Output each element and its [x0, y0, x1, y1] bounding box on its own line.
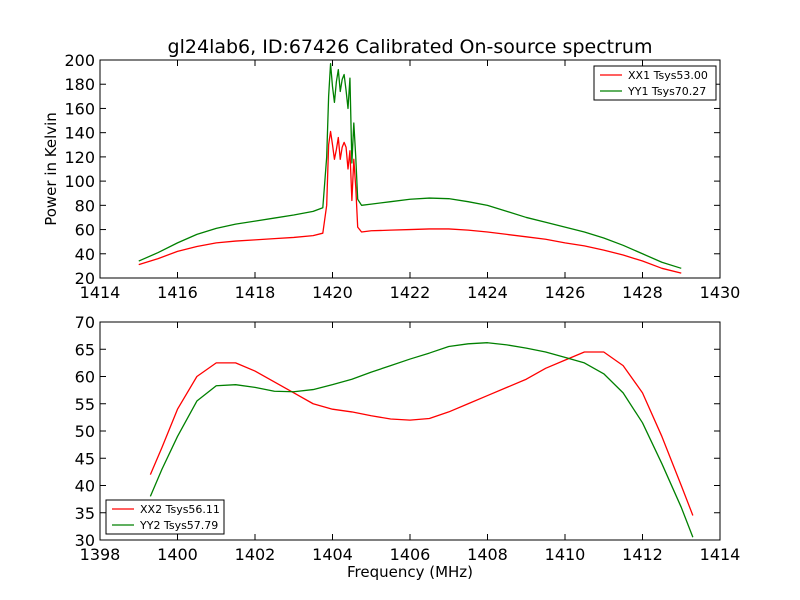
top-y-tick-label: 60 — [75, 221, 95, 240]
bottom-x-tick-label: 1408 — [467, 545, 508, 564]
top-series-line-yy1 — [138, 62, 682, 269]
top-series-group — [138, 62, 682, 274]
bottom-x-tick-label: 1410 — [545, 545, 586, 564]
top-x-tick-label: 1428 — [622, 283, 663, 302]
top-legend-box — [593, 65, 717, 101]
bottom-plot: 1398 1400 1402 1404 1406 1408 1410 1412 1414 30 35… — [75, 313, 741, 581]
bottom-series-line-yy2 — [149, 342, 694, 538]
bottom-y-tick-label: 65 — [75, 340, 95, 359]
bottom-x-tick-label: 1404 — [312, 545, 353, 564]
top-legend-label-xx1: XX1 Tsys53.00 — [628, 69, 708, 82]
top-y-tick-label: 160 — [64, 99, 95, 118]
bottom-x-tick-label: 1414 — [700, 545, 741, 564]
bottom-y-tick-label: 40 — [75, 477, 95, 496]
bottom-y-tick-label: 50 — [75, 422, 95, 441]
top-y-tick-label: 180 — [64, 75, 95, 94]
top-y-axis-label: Power in Kelvin — [42, 112, 60, 226]
bottom-legend-label-xx2: XX2 Tsys56.11 — [140, 503, 220, 516]
bottom-ticks: 1398 1400 1402 1404 1406 1408 1410 1412 1414 30 35… — [75, 313, 741, 564]
bottom-x-tick-label: 1412 — [622, 545, 663, 564]
bottom-legend-label-yy2: YY2 Tsys57.79 — [139, 519, 218, 532]
bottom-x-tick-label: 1406 — [390, 545, 431, 564]
top-x-tick-label: 1418 — [235, 283, 276, 302]
bottom-series-group — [149, 342, 694, 538]
bottom-x-tick-label: 1402 — [235, 545, 276, 564]
top-y-tick-label: 100 — [64, 172, 95, 191]
bottom-y-tick-label: 45 — [75, 449, 95, 468]
bottom-x-tick-label: 1400 — [157, 545, 198, 564]
bottom-y-tick-label: 60 — [75, 368, 95, 387]
bottom-legend-box — [105, 499, 225, 535]
top-y-tick-label: 80 — [75, 196, 95, 215]
bottom-series-line-xx2 — [149, 351, 694, 516]
bottom-legend: XX2 Tsys56.11 YY2 Tsys57.79 — [105, 499, 225, 535]
top-x-tick-label: 1430 — [700, 283, 741, 302]
top-ticks: 1414 1416 1418 1420 1422 1424 1426 1428 1430 20 40… — [64, 51, 740, 302]
bottom-y-tick-label: 55 — [75, 395, 95, 414]
top-x-tick-label: 1426 — [545, 283, 586, 302]
top-x-tick-label: 1424 — [467, 283, 508, 302]
bottom-y-tick-label: 35 — [75, 504, 95, 523]
bottom-y-tick-label: 30 — [75, 531, 95, 550]
bottom-y-tick-label: 70 — [75, 313, 95, 332]
top-x-tick-label: 1422 — [390, 283, 431, 302]
bottom-x-tick-label: 1398 — [80, 545, 121, 564]
top-y-tick-label: 120 — [64, 148, 95, 167]
top-series-line-xx1 — [138, 130, 682, 274]
top-y-tick-label: 200 — [64, 51, 95, 70]
top-legend: XX1 Tsys53.00 YY1 Tsys70.27 — [593, 65, 717, 101]
top-legend-label-yy1: YY1 Tsys70.27 — [627, 85, 706, 98]
top-x-tick-label: 1420 — [312, 283, 353, 302]
top-x-tick-label: 1416 — [157, 283, 198, 302]
top-y-tick-label: 20 — [75, 269, 95, 288]
top-plot: 1414 1416 1418 1420 1422 1424 1426 1428 1430 20 40… — [42, 51, 740, 302]
top-y-tick-label: 40 — [75, 245, 95, 264]
top-y-tick-label: 140 — [64, 124, 95, 143]
bottom-x-axis-label: Frequency (MHz) — [347, 563, 473, 581]
chart-title: gl24lab6, ID:67426 Calibrated On-source … — [168, 36, 653, 58]
top-x-tick-label: 1414 — [80, 283, 121, 302]
